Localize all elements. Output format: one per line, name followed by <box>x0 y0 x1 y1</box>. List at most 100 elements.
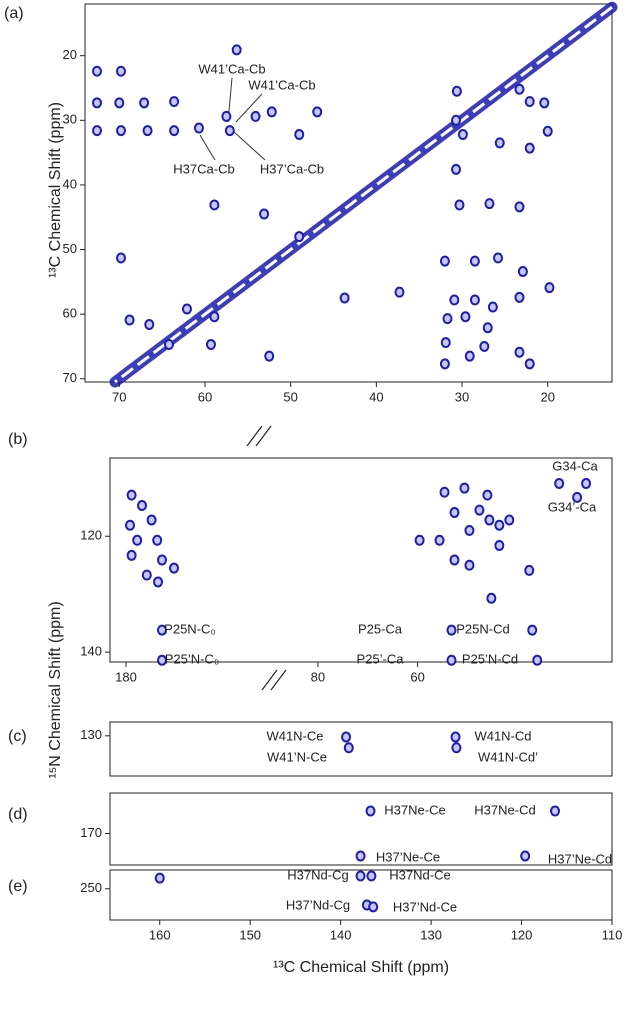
peak <box>114 97 125 109</box>
peak <box>394 286 405 298</box>
y-tick-label: 140 <box>80 644 102 659</box>
peak <box>442 313 453 325</box>
peak <box>474 504 485 516</box>
x-tick-label: 50 <box>283 389 297 404</box>
peak-annotation: H37’Ca-Cb <box>260 161 324 176</box>
peak-annotation: W41N-Cd’ <box>478 749 538 764</box>
peak <box>157 654 167 666</box>
peak <box>91 65 102 77</box>
peak <box>250 110 261 122</box>
peak <box>231 44 242 56</box>
y-tick-label: 70 <box>63 370 77 385</box>
panel-label: (b) <box>8 431 28 448</box>
peak <box>368 901 379 913</box>
peak <box>414 534 425 546</box>
plot-frame <box>109 869 613 921</box>
peak <box>494 519 505 531</box>
panel-label: (e) <box>8 878 28 895</box>
peak <box>224 125 235 137</box>
peak <box>464 350 475 362</box>
x-tick-label: 120 <box>511 927 533 942</box>
peak <box>469 255 480 267</box>
peak <box>259 208 270 220</box>
peak <box>514 83 525 95</box>
peak <box>524 564 535 576</box>
peak <box>479 340 490 352</box>
peak-annotation: H37’Nd-Cg <box>286 897 350 912</box>
peak <box>221 110 232 122</box>
peak <box>464 524 475 536</box>
leader-line <box>235 93 263 123</box>
x-tick-label: 80 <box>311 669 325 684</box>
plot-frame <box>109 457 613 663</box>
peak-annotation: P25-Ca <box>358 621 403 636</box>
peak-annotation: H37Nd-Ce <box>389 867 450 882</box>
peak <box>157 624 167 636</box>
peak <box>439 358 450 370</box>
peak-annotation: P25N-C₀ <box>164 621 216 636</box>
peak <box>205 339 216 351</box>
peak <box>572 491 583 503</box>
peak <box>449 294 460 306</box>
peak <box>152 534 163 546</box>
peak-annotation: G34-Ca <box>552 458 598 473</box>
peak <box>446 654 457 666</box>
peak <box>115 65 126 77</box>
x-tick-label: 30 <box>455 389 469 404</box>
peak <box>487 301 498 313</box>
peak <box>157 554 167 566</box>
leader-line <box>199 134 216 161</box>
peak <box>181 303 192 315</box>
peak <box>163 339 174 351</box>
peak <box>91 125 102 137</box>
x-tick-label: 60 <box>410 669 424 684</box>
peak <box>169 125 180 137</box>
peak <box>132 534 143 546</box>
peak-annotation: P25’N-C₀ <box>165 651 220 666</box>
peak <box>434 534 445 546</box>
peak <box>115 125 126 137</box>
peak <box>524 142 535 154</box>
peak <box>517 266 528 278</box>
peak <box>141 569 152 581</box>
peak <box>355 870 366 882</box>
axis-break <box>246 425 287 691</box>
peak-annotation: H37’Ne-Cd <box>548 851 612 866</box>
peak <box>542 125 553 137</box>
peak-annotation: W41’Ca-Cb <box>198 61 265 76</box>
peak <box>482 322 493 334</box>
peak <box>266 106 277 118</box>
peak <box>439 486 450 498</box>
x-axis-title: ¹³C Chemical Shift (ppm) <box>273 959 449 976</box>
peak <box>449 554 460 566</box>
peak <box>341 731 352 743</box>
peak <box>450 731 461 743</box>
x-tick-label: 140 <box>330 927 352 942</box>
peak <box>154 872 165 884</box>
peak-annotation: H37Ne-Cd <box>474 802 535 817</box>
panel-label: (a) <box>4 5 24 22</box>
peak <box>209 311 220 323</box>
plot-frame <box>109 792 613 866</box>
peak <box>532 654 543 666</box>
peak-annotation: H37Ne-Ce <box>384 802 445 817</box>
peak-annotation: H37’Ne-Ce <box>376 849 440 864</box>
peak <box>524 96 535 108</box>
x-tick-label: 40 <box>369 389 383 404</box>
peak <box>169 562 179 574</box>
y-tick-label: 250 <box>80 880 102 895</box>
peak <box>146 514 157 526</box>
peak-annotation: W41N-Ce <box>266 728 323 743</box>
leader-line <box>233 131 266 161</box>
peak <box>339 292 350 304</box>
peak <box>451 742 462 754</box>
y-tick-label: 20 <box>63 47 77 62</box>
x-tick-label: 180 <box>115 669 137 684</box>
peak <box>524 358 535 370</box>
peak-annotation: P25N-Cd <box>456 621 509 636</box>
plot-frame <box>84 3 613 383</box>
peak <box>446 624 457 636</box>
panel-label: (d) <box>8 806 28 823</box>
